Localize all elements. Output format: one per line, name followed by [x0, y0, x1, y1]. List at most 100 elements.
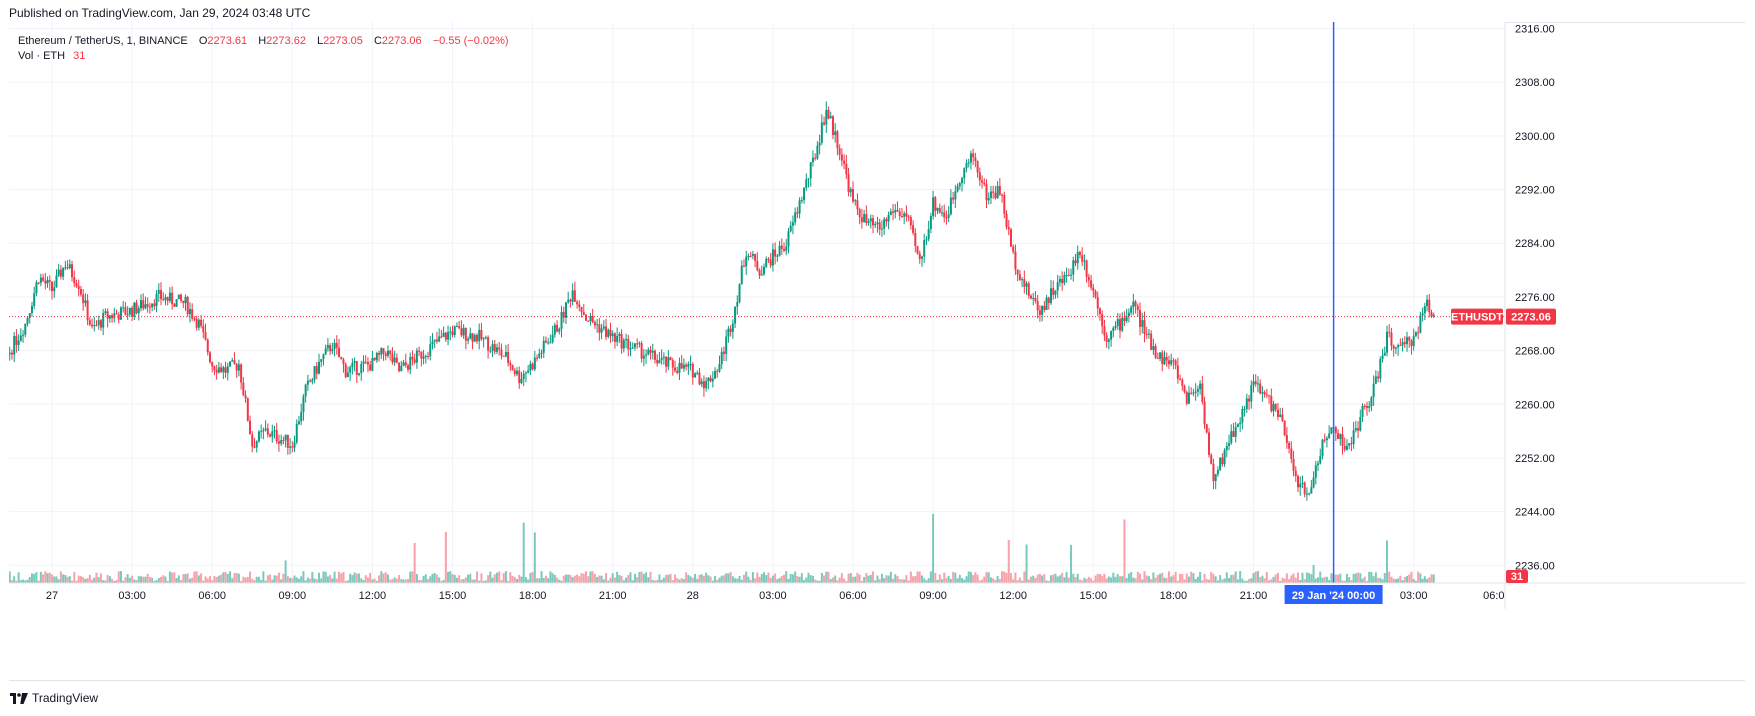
- candle-body: [1234, 426, 1237, 437]
- volume-bar: [1107, 576, 1110, 583]
- symbol-label[interactable]: Ethereum / TetherUS, 1, BINANCE: [18, 35, 188, 47]
- volume-bar: [549, 571, 552, 583]
- volume-bar: [409, 571, 412, 583]
- volume-bar: [253, 580, 256, 583]
- candle-body: [119, 307, 122, 320]
- volume-bar: [1432, 574, 1435, 583]
- volume-bar: [275, 575, 278, 583]
- candle-body: [262, 429, 265, 432]
- candle-body: [556, 324, 559, 332]
- candle-body: [582, 312, 585, 315]
- volume-bar: [464, 577, 467, 583]
- candle-body: [188, 309, 191, 315]
- volume-bar: [898, 579, 901, 583]
- volume-bar: [989, 577, 992, 583]
- volume-bar: [591, 571, 594, 583]
- candle-body: [836, 131, 839, 149]
- volume-bar: [720, 575, 723, 583]
- volume-bar: [596, 576, 599, 583]
- volume-bar: [1152, 572, 1155, 583]
- volume-bar: [929, 571, 932, 583]
- candle-body: [193, 318, 196, 320]
- volume-bar: [716, 579, 719, 583]
- candle-body: [734, 306, 737, 324]
- candle-body: [918, 253, 921, 259]
- volume-bar: [137, 575, 140, 583]
- volume-bar: [642, 573, 645, 583]
- volume-bar: [1223, 578, 1226, 583]
- volume-bar: [865, 572, 868, 583]
- volume-bar: [447, 571, 450, 583]
- volume-bar: [1292, 573, 1295, 583]
- volume-bar: [424, 574, 427, 583]
- volume-bar: [945, 578, 948, 583]
- candle-body: [1363, 405, 1366, 407]
- volume-bar: [1101, 575, 1104, 583]
- price-chart[interactable]: 2316.00 2308.00 2300.00 2292.00 2284.00 2276.…: [9, 22, 1745, 609]
- candle-body: [831, 116, 834, 135]
- volume-bar: [791, 574, 794, 583]
- candle-body: [1334, 427, 1337, 434]
- tradingview-brand[interactable]: TradingView: [10, 691, 98, 705]
- candle-body: [1181, 379, 1184, 386]
- candle-body: [823, 122, 826, 125]
- candle-body: [144, 304, 147, 309]
- candle-body: [151, 303, 154, 308]
- candle-body: [596, 324, 599, 326]
- volume-bar: [504, 571, 507, 583]
- candle-body: [1174, 360, 1177, 366]
- volume-bar: [1076, 573, 1079, 583]
- close-label: C: [373, 35, 382, 47]
- volume-bar: [1058, 575, 1061, 583]
- volume-label[interactable]: Vol · ETH: [18, 50, 66, 62]
- candle-body: [518, 370, 521, 384]
- candlesticks: [9, 101, 1435, 501]
- volume-bar: [13, 576, 16, 583]
- volume-bar: [985, 571, 988, 583]
- candle-body: [197, 319, 200, 328]
- candle-body: [1343, 445, 1346, 450]
- candle-body: [1170, 360, 1173, 365]
- volume-bar: [674, 574, 676, 583]
- volume-bar: [1021, 580, 1024, 583]
- candle-body: [402, 362, 405, 366]
- volume-bar: [1337, 574, 1340, 583]
- candle-body: [676, 370, 679, 373]
- candle-body: [375, 353, 378, 361]
- candle-body: [1290, 448, 1293, 459]
- price-axis[interactable]: 2316.00 2308.00 2300.00 2292.00 2284.00 2276.…: [1515, 24, 1555, 573]
- candle-body: [324, 348, 327, 355]
- volume-bar: [1050, 575, 1053, 583]
- candle-body: [427, 356, 430, 358]
- candle-body: [1185, 391, 1188, 404]
- candle-body: [1041, 305, 1044, 315]
- candle-body: [869, 218, 872, 222]
- volume-bar: [838, 577, 841, 583]
- volume-bar: [1199, 571, 1202, 583]
- candle-body: [542, 340, 545, 353]
- volume-bar: [1379, 578, 1382, 583]
- candle-body: [378, 353, 381, 355]
- candle-body: [811, 157, 814, 163]
- volume-bar: [551, 573, 554, 583]
- volume-bar: [925, 580, 928, 583]
- candle-body: [936, 208, 939, 211]
- candle-body: [1305, 493, 1308, 495]
- volume-bar: [1261, 575, 1264, 583]
- candle-body: [625, 339, 628, 341]
- candle-body: [160, 290, 163, 300]
- time-axis[interactable]: 27 03:00 06:00 09:00 12:00 15:00 18:00 21:00 28 0…: [46, 590, 1505, 602]
- volume-bar: [836, 580, 839, 583]
- candle-body: [865, 214, 868, 223]
- candle-body: [874, 223, 877, 226]
- volume-bar: [295, 577, 298, 583]
- candle-body: [1372, 383, 1375, 398]
- candle-body: [1159, 352, 1162, 359]
- candle-body: [255, 441, 258, 448]
- candle-body: [398, 362, 401, 371]
- candle-body: [146, 304, 149, 307]
- candle-body: [260, 431, 263, 433]
- volume-bar: [894, 574, 897, 583]
- candle-body: [591, 316, 594, 322]
- candle-body: [698, 372, 701, 385]
